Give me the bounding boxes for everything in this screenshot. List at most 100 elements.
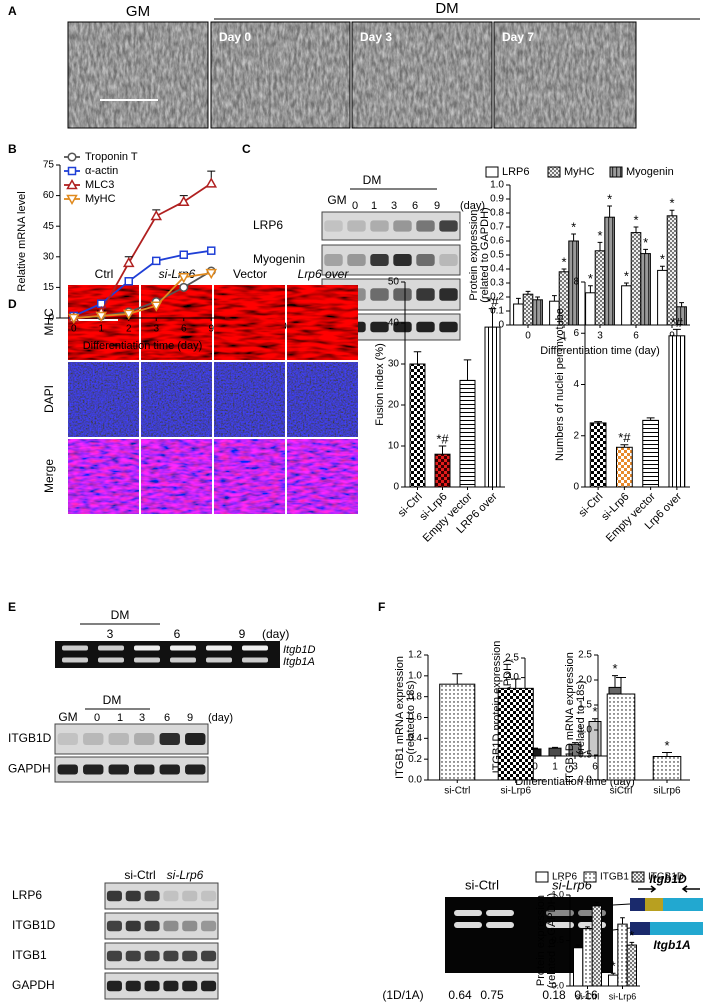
gel-band bbox=[170, 657, 196, 663]
error-bar bbox=[620, 917, 625, 925]
legend-swatch bbox=[583, 871, 597, 883]
gel-band bbox=[170, 645, 196, 651]
marker bbox=[177, 272, 190, 284]
blot-band bbox=[163, 950, 179, 962]
micrograph-border bbox=[351, 21, 493, 129]
blot-row-label: GAPDH bbox=[12, 978, 55, 992]
blot-band bbox=[370, 254, 389, 266]
legend-marker bbox=[67, 166, 77, 176]
lane-label: 0 bbox=[94, 712, 100, 724]
panel-label: E bbox=[8, 600, 16, 614]
blot-band bbox=[201, 890, 217, 902]
fluorescence-texture bbox=[141, 439, 212, 514]
y-tick-label: 50 bbox=[388, 277, 400, 288]
legend-label: MyHC bbox=[564, 166, 595, 178]
bar bbox=[409, 363, 426, 488]
x-tick-label: 9 bbox=[208, 324, 214, 335]
blot-band bbox=[439, 254, 458, 266]
significance-mark: * bbox=[664, 738, 669, 753]
fluorescence-texture bbox=[214, 439, 285, 514]
y-tick-label: 0 bbox=[498, 320, 504, 331]
y-tick-label: 0.1 bbox=[490, 306, 504, 317]
blot-band bbox=[370, 288, 389, 301]
error-bar bbox=[561, 268, 567, 272]
band-label: Itgb1D bbox=[649, 872, 687, 886]
gel-band bbox=[546, 910, 574, 916]
group-label: si-Lrp6 bbox=[167, 868, 204, 882]
unit-label: (day) bbox=[460, 200, 485, 212]
gel-band bbox=[546, 922, 574, 928]
gel-band bbox=[206, 657, 232, 663]
error-bar bbox=[571, 233, 576, 241]
significance-mark: * bbox=[597, 228, 602, 243]
significance-mark: * bbox=[629, 928, 634, 943]
blot-band bbox=[163, 920, 179, 932]
fluorescence-texture bbox=[214, 362, 285, 437]
y-tick-label: 0.3 bbox=[490, 278, 504, 289]
blot-band bbox=[57, 733, 78, 745]
legend-swatch bbox=[609, 166, 623, 178]
error-bar bbox=[516, 297, 521, 304]
x-tick-label: 3 bbox=[572, 762, 578, 773]
blot-band bbox=[144, 950, 160, 962]
blot-band bbox=[83, 733, 104, 745]
gel-band bbox=[134, 657, 160, 663]
x-tick-label: si-Lrp6 bbox=[609, 991, 637, 1001]
error-bar bbox=[607, 205, 612, 218]
error-bar bbox=[525, 290, 531, 295]
bar bbox=[657, 269, 668, 326]
blot-band bbox=[201, 920, 217, 932]
group-label: GM bbox=[327, 193, 346, 207]
fluorescence-texture bbox=[287, 439, 358, 514]
legend-swatch bbox=[535, 871, 549, 883]
significance-mark: *# bbox=[671, 315, 684, 330]
y-tick-label: 1.0 bbox=[490, 180, 504, 191]
day-label: Day 0 bbox=[219, 30, 251, 44]
blot-band bbox=[134, 733, 155, 745]
bar bbox=[630, 232, 642, 326]
y-tick-label: 2 bbox=[573, 430, 579, 441]
lane-label: 9 bbox=[434, 200, 440, 212]
blot-band bbox=[201, 980, 217, 992]
blot-band bbox=[106, 950, 122, 962]
y-axis-title: ITGB1D mRNA expression bbox=[564, 652, 576, 783]
fluorescence-texture bbox=[68, 439, 139, 514]
lane-label: 0 bbox=[352, 200, 358, 212]
significance-mark: *# bbox=[486, 294, 499, 309]
bar bbox=[532, 299, 543, 326]
micrograph-texture bbox=[352, 22, 492, 128]
y-tick-label: 40 bbox=[388, 318, 400, 329]
y-axis-title: (related to GAPDH) bbox=[546, 893, 558, 988]
y-tick-label: 1.0 bbox=[551, 889, 564, 899]
blot-band bbox=[201, 950, 217, 962]
day-label: Day 3 bbox=[360, 30, 392, 44]
error-bar bbox=[575, 944, 581, 948]
blot-band bbox=[393, 321, 412, 333]
blot-band bbox=[144, 920, 160, 932]
x-tick-label: si-Ctrl bbox=[444, 786, 470, 797]
marker bbox=[205, 268, 218, 280]
bar bbox=[484, 326, 501, 488]
bar bbox=[582, 928, 593, 987]
y-tick-label: 6 bbox=[573, 328, 579, 339]
panel-label: D bbox=[8, 297, 17, 311]
lane-label: 9 bbox=[187, 712, 193, 724]
bar bbox=[617, 923, 628, 987]
legend-label: Myogenin bbox=[626, 166, 674, 178]
blot-band bbox=[125, 950, 141, 962]
blot-band bbox=[185, 764, 206, 775]
error-bar bbox=[594, 901, 600, 906]
bar bbox=[589, 422, 607, 488]
blot-band bbox=[125, 980, 141, 992]
error-bar bbox=[592, 718, 598, 722]
error-bar bbox=[552, 746, 558, 749]
blot-row-label: ITGB1D bbox=[8, 731, 52, 745]
fluorescence-texture bbox=[214, 285, 285, 360]
error-bar bbox=[679, 302, 684, 307]
group-label: si-Ctrl bbox=[124, 868, 155, 882]
x-tick-label: 1 bbox=[98, 324, 104, 335]
y-tick-label: 0.5 bbox=[578, 750, 592, 761]
y-axis-title: Fusion index (%) bbox=[374, 343, 386, 426]
y-tick-label: 8 bbox=[573, 277, 579, 288]
bar bbox=[652, 756, 682, 781]
